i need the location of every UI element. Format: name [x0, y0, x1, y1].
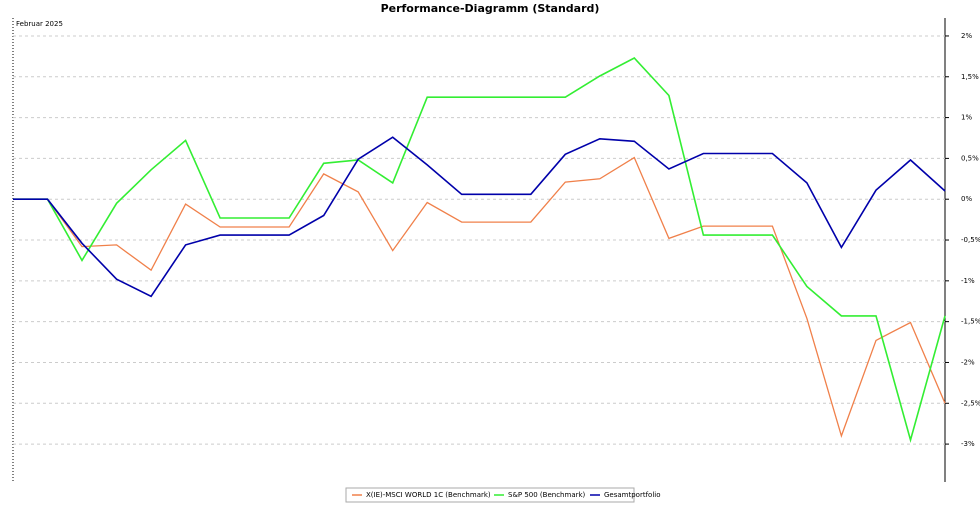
y-tick-label: -2%: [961, 358, 975, 366]
y-tick-label: 1,5%: [961, 73, 979, 81]
legend-label: S&P 500 (Benchmark): [508, 491, 586, 499]
legend-box: [345, 487, 635, 503]
y-tick-label: 0,5%: [961, 154, 979, 162]
chart-title: Performance-Diagramm (Standard): [381, 2, 600, 15]
series-line: [13, 136, 946, 298]
legend-label: Gesamtportfolio: [604, 491, 661, 499]
series-line: [13, 57, 946, 443]
y-tick-label: 1%: [961, 114, 972, 122]
y-tick-label: -3%: [961, 440, 975, 448]
y-tick-label: 2%: [961, 32, 972, 40]
y-tick-label: -1,5%: [961, 318, 980, 326]
y-tick-label: 0%: [961, 195, 972, 203]
legend-label: X(IE)-MSCI WORLD 1C (Benchmark): [366, 491, 491, 499]
x-tick-label: Februar 2025: [16, 20, 63, 28]
y-tick-label: -2,5%: [961, 399, 980, 407]
y-tick-label: -1%: [961, 277, 975, 285]
series-line: [13, 156, 946, 438]
y-tick-label: -0,5%: [961, 236, 980, 244]
